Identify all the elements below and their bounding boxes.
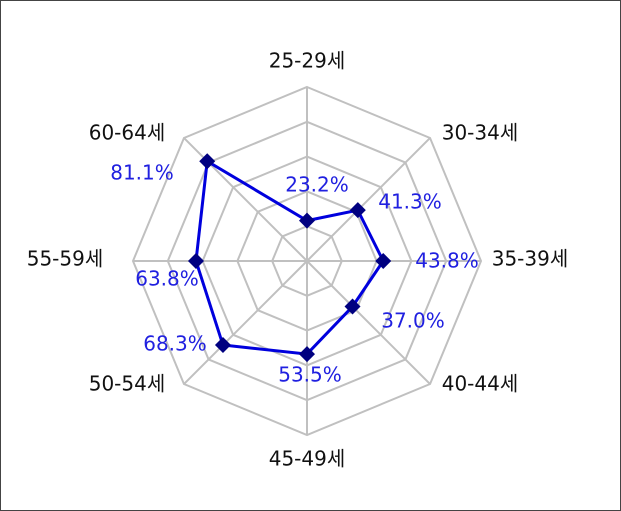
category-label: 55-59세 bbox=[27, 247, 104, 271]
category-label: 40-44세 bbox=[442, 372, 519, 396]
value-label: 68.3% bbox=[143, 332, 207, 356]
marker bbox=[299, 346, 315, 363]
value-label: 41.3% bbox=[378, 190, 442, 214]
marker bbox=[375, 253, 392, 269]
value-label: 43.8% bbox=[415, 249, 479, 273]
marker bbox=[349, 202, 366, 219]
value-label: 53.5% bbox=[278, 363, 342, 387]
marker bbox=[299, 212, 315, 229]
category-label: 50-54세 bbox=[89, 372, 166, 396]
value-label: 37.0% bbox=[381, 309, 445, 333]
marker bbox=[187, 253, 204, 269]
value-label: 63.8% bbox=[135, 267, 199, 291]
value-label: 23.2% bbox=[285, 173, 349, 197]
spoke bbox=[183, 260, 308, 385]
spoke bbox=[306, 137, 431, 262]
category-label: 35-39세 bbox=[492, 247, 569, 271]
category-label: 30-34세 bbox=[442, 121, 519, 145]
marker bbox=[214, 337, 231, 354]
category-label: 25-29세 bbox=[269, 49, 346, 73]
marker bbox=[199, 153, 216, 170]
category-label: 45-49세 bbox=[269, 447, 346, 471]
value-label: 81.1% bbox=[110, 161, 174, 185]
spoke bbox=[306, 260, 431, 385]
category-label: 60-64세 bbox=[89, 121, 166, 145]
marker bbox=[344, 298, 361, 315]
